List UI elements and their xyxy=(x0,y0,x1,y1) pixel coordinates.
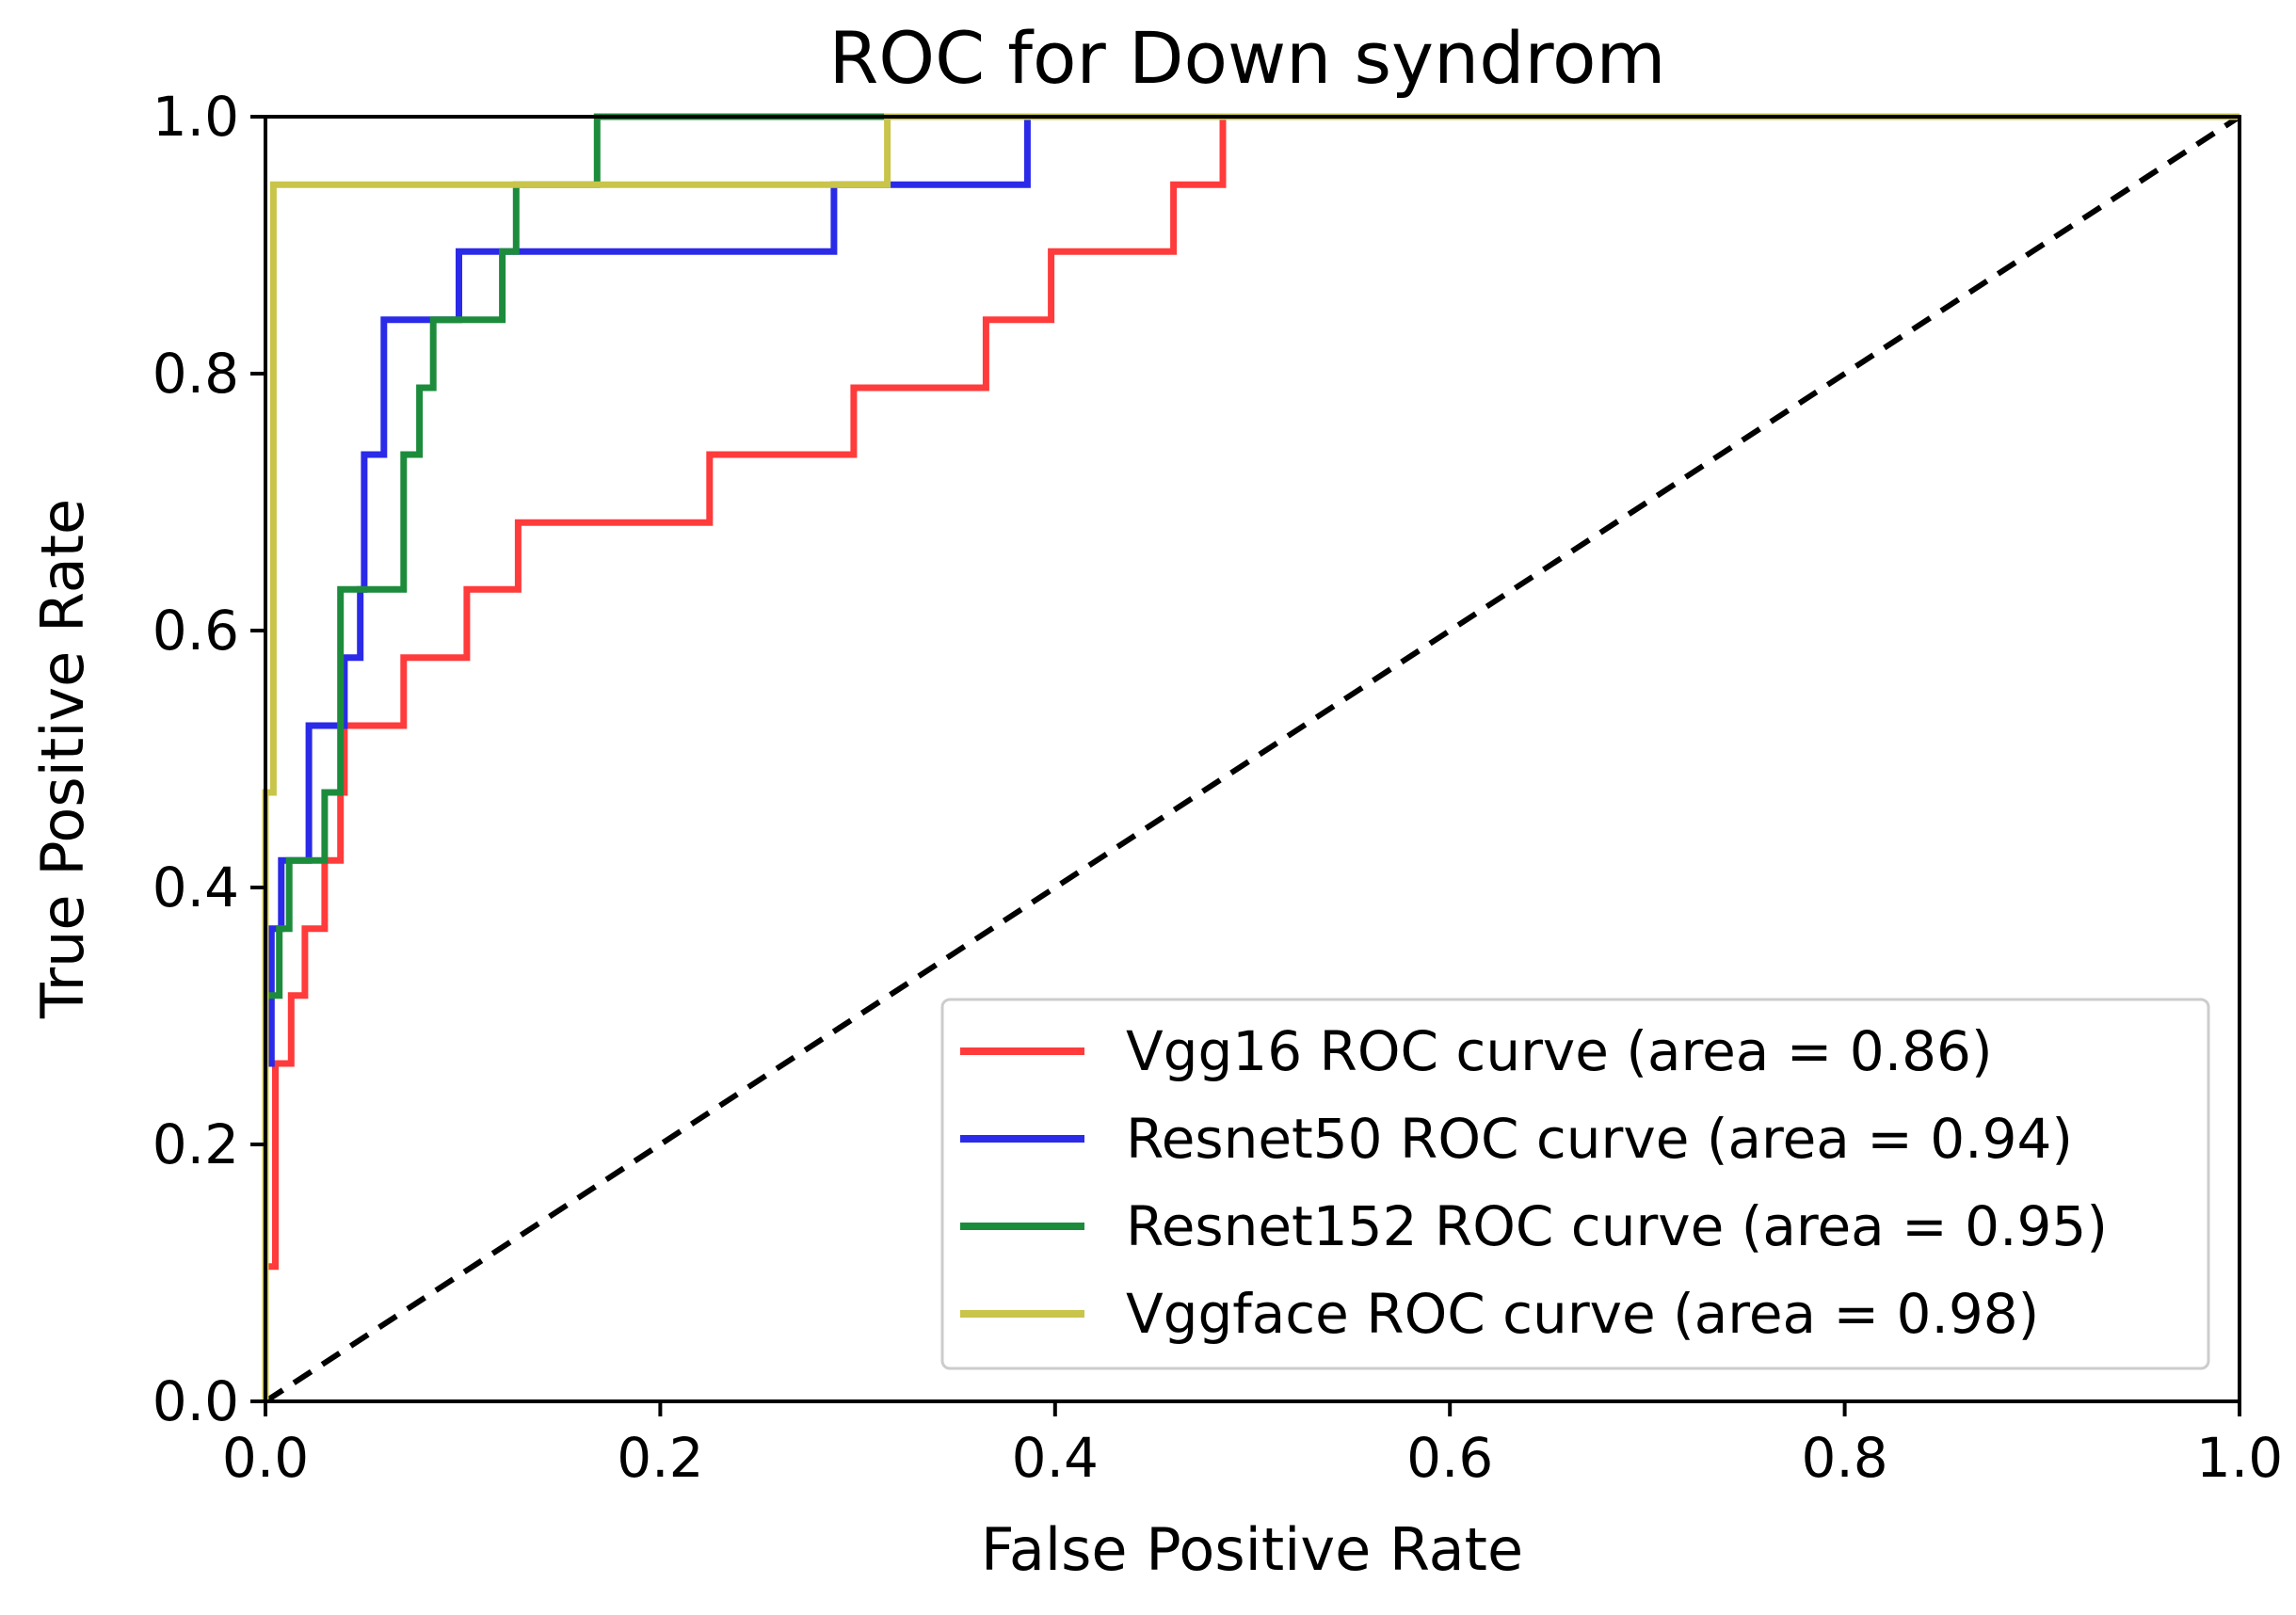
y-tick-label: 0.2 xyxy=(153,1112,239,1176)
y-tick-label: 1.0 xyxy=(153,85,239,149)
x-tick-label: 0.0 xyxy=(222,1426,309,1490)
legend-label-2: Resnet50 ROC curve (area = 0.94) xyxy=(1126,1107,2073,1171)
legend-box xyxy=(940,998,2210,1370)
x-tick-label: 0.2 xyxy=(617,1426,703,1490)
diagonal-chance-line xyxy=(264,114,2241,1404)
x-axis-label: False Positive Rate xyxy=(981,1515,1523,1584)
y-tick-label: 0.4 xyxy=(153,855,239,919)
x-tick-label: 0.6 xyxy=(1406,1426,1493,1490)
legend-label-4: Vggface ROC curve (area = 0.98) xyxy=(1126,1282,2039,1346)
legend-label-3: Resnet152 ROC curve (area = 0.95) xyxy=(1126,1194,2108,1258)
x-tick-label: 0.4 xyxy=(1012,1426,1099,1490)
legend-label-1: Vgg16 ROC curve (area = 0.86) xyxy=(1126,1019,1993,1083)
plot-frame xyxy=(264,115,2241,1403)
chart-title: ROC for Down syndrom xyxy=(828,16,1665,100)
roc-curve-series-3 xyxy=(262,113,2240,1401)
y-axis-label: True Positive Rate xyxy=(28,499,97,1019)
y-tick-label: 0.0 xyxy=(153,1369,239,1433)
x-tick-label: 0.8 xyxy=(1801,1426,1887,1490)
y-axis-ticks: 0.0 0.2 0.4 0.6 0.8 1.0 xyxy=(153,85,265,1433)
legend: Vgg16 ROC curve (area = 0.86) Resnet50 RO… xyxy=(940,998,2210,1370)
x-axis-ticks: 0.0 0.2 0.4 0.6 0.8 1.0 xyxy=(222,1401,2283,1490)
x-tick-label: 1.0 xyxy=(2196,1426,2283,1490)
roc-curve-series-1 xyxy=(262,113,2240,1401)
y-tick-label: 0.6 xyxy=(153,599,239,663)
y-tick-label: 0.8 xyxy=(153,342,239,406)
